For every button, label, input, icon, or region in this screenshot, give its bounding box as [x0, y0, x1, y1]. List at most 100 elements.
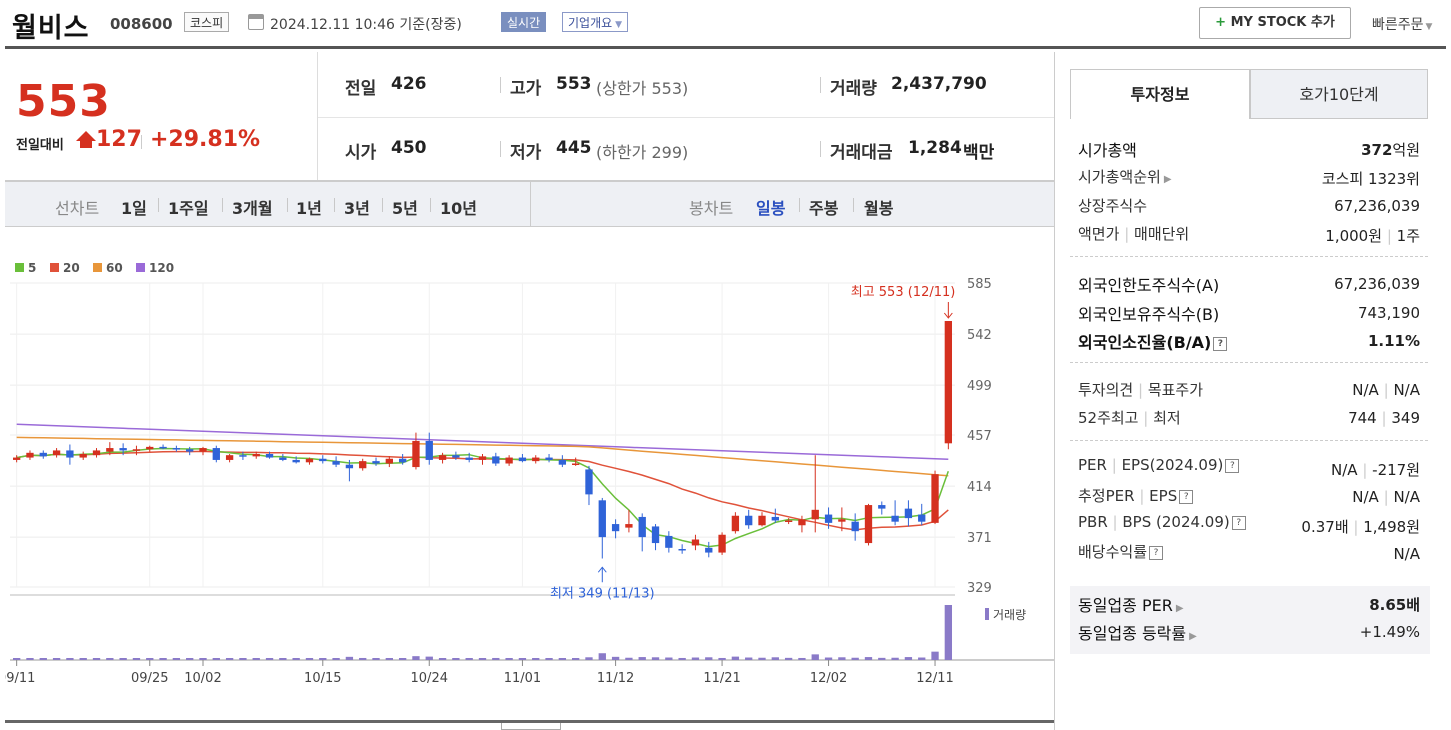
change-value: 127 [96, 127, 142, 152]
divider [141, 135, 142, 149]
volume-bar [186, 658, 194, 660]
volume-bar [611, 656, 620, 660]
period-5y[interactable]: 5년 [392, 199, 418, 218]
x-tick-label: 12/11 [916, 671, 953, 686]
help-icon[interactable]: ? [1231, 515, 1246, 530]
open-label: 시가 [345, 143, 377, 163]
period-1w[interactable]: 1주일 [168, 199, 209, 218]
up-arrow-icon [76, 131, 96, 141]
quote-datetime: 2024.12.11 10:46 기준(장중) [270, 17, 462, 33]
x-tick-label: 09/11 [5, 671, 35, 686]
tab-hoga-10[interactable]: 호가10단계 [1250, 69, 1428, 119]
stock-chart[interactable]: 5 20 60 120 585 542 499 457 414 371 329 최고 553 (1… [5, 255, 1054, 695]
est-per-label: 추정PER [1078, 487, 1135, 505]
peer-group-box [1070, 586, 1430, 654]
volume-bar [532, 658, 540, 660]
candle-body [279, 457, 287, 460]
candle-body [572, 463, 580, 465]
min-arrow-head [597, 566, 607, 573]
divider [317, 52, 318, 180]
caret-down-icon: ▼ [1425, 22, 1433, 32]
company-overview-dropdown[interactable]: 기업개요 ▼ [562, 12, 629, 32]
opinion-target-label: 투자의견 | 목표주가 [1078, 381, 1204, 399]
volume-bar [798, 657, 806, 660]
candle-body [678, 549, 686, 551]
candle-body [252, 454, 260, 457]
x-tick-label: 10/24 [411, 671, 448, 686]
volume-value: 2,437,790 [891, 74, 987, 94]
period-1y[interactable]: 1년 [296, 199, 322, 218]
candle-daily[interactable]: 일봉 [756, 199, 786, 218]
candle-body [372, 461, 380, 464]
candle-body [159, 446, 167, 449]
candle-body [532, 457, 540, 462]
help-icon[interactable]: ? [1225, 458, 1240, 473]
candle-body [944, 321, 953, 444]
volume-bar [279, 658, 287, 660]
volume-bar [944, 605, 953, 660]
peer-change-label: 동일업종 등락률 [1078, 624, 1187, 643]
legend-swatch-5 [15, 263, 24, 272]
volume-bar [918, 657, 926, 660]
tab-invest-info[interactable]: 투자정보 [1070, 69, 1250, 119]
candle-weekly[interactable]: 주봉 [809, 199, 839, 218]
volume-bar [518, 658, 527, 660]
period-3y[interactable]: 3년 [344, 199, 370, 218]
eps-label: EPS(2024.09) [1121, 456, 1224, 474]
candle-body [119, 448, 127, 451]
foreign-ratio-value: 1.11% [1367, 332, 1420, 350]
peer-change-value: +1.49% [1359, 623, 1420, 641]
week52-value: 744 | 349 [1348, 409, 1420, 427]
volume-bar [718, 657, 726, 660]
candle-body [239, 455, 247, 457]
est-per-eps-label: 추정PER | EPS? [1078, 485, 1194, 506]
chart-scroll-handle[interactable] [501, 723, 561, 730]
opinion-label: 투자의견 [1078, 381, 1134, 399]
add-mystock-button[interactable]: + MY STOCK 추가 [1199, 7, 1351, 39]
divider [1070, 256, 1428, 257]
high52-label: 52주최고 [1078, 409, 1139, 427]
candle-body [798, 519, 806, 526]
realtime-button[interactable]: 실시간 [501, 12, 547, 32]
week52-label: 52주최고 | 최저 [1078, 409, 1181, 427]
current-price: 553 [16, 76, 111, 127]
min-price-annotation: 최저 349 (11/13) [550, 586, 655, 601]
market-cap-label: 시가총액 [1078, 141, 1137, 160]
help-icon[interactable]: ? [1149, 545, 1164, 560]
chart-annotations: 최고 553 (12/11) 최저 349 (11/13) [550, 285, 955, 601]
volume-panel: 거래량 [10, 608, 1054, 661]
x-tick-label: 10/15 [304, 671, 341, 686]
help-icon[interactable]: ? [1179, 489, 1194, 504]
volume-bar [66, 658, 74, 660]
candle-monthly[interactable]: 월봉 [864, 199, 894, 218]
moving-average-lines [16, 423, 950, 548]
legend-label-20: 20 [63, 261, 80, 275]
eps-value: -217원 [1372, 461, 1420, 479]
candle-body [12, 457, 21, 460]
foreign-ratio-label: 외국인소진율(B/A)? [1078, 329, 1228, 353]
foreign-limit-label: 외국인한도주식수(A) [1078, 276, 1220, 295]
help-icon[interactable]: ? [1213, 336, 1228, 351]
period-1d[interactable]: 1일 [121, 199, 147, 218]
divider [500, 77, 501, 93]
period-3m[interactable]: 3개월 [232, 199, 273, 218]
peer-change[interactable]: 동일업종 등락률 ▶ [1078, 620, 1197, 644]
period-10y[interactable]: 10년 [440, 199, 477, 218]
shares-label: 상장주식수 [1078, 197, 1148, 215]
candle-chart-label: 봉차트 [689, 199, 734, 218]
market-cap-rank[interactable]: 시가총액순위 ▶ [1078, 166, 1172, 187]
per-eps-label: PER | EPS(2024.09)? [1078, 456, 1240, 474]
candle-body [478, 456, 487, 460]
candle-body [665, 535, 673, 548]
peer-per[interactable]: 동일업종 PER ▶ [1078, 592, 1184, 616]
volume-bar [26, 658, 34, 660]
par-unit-label: 액면가 | 매매단위 [1078, 225, 1190, 243]
pbr-bps-value: 0.37배 | 1,498원 [1301, 518, 1420, 536]
bps-label: BPS (2024.09) [1122, 513, 1230, 531]
quick-order-menu[interactable]: 빠른주문 ▼ [1372, 14, 1432, 34]
market-cap-number: 372 [1361, 141, 1393, 159]
market-cap-rank-label: 시가총액순위 [1078, 168, 1161, 186]
volume-bar [239, 658, 247, 660]
candle-body [199, 448, 207, 452]
bps-value: 1,498원 [1363, 518, 1420, 536]
